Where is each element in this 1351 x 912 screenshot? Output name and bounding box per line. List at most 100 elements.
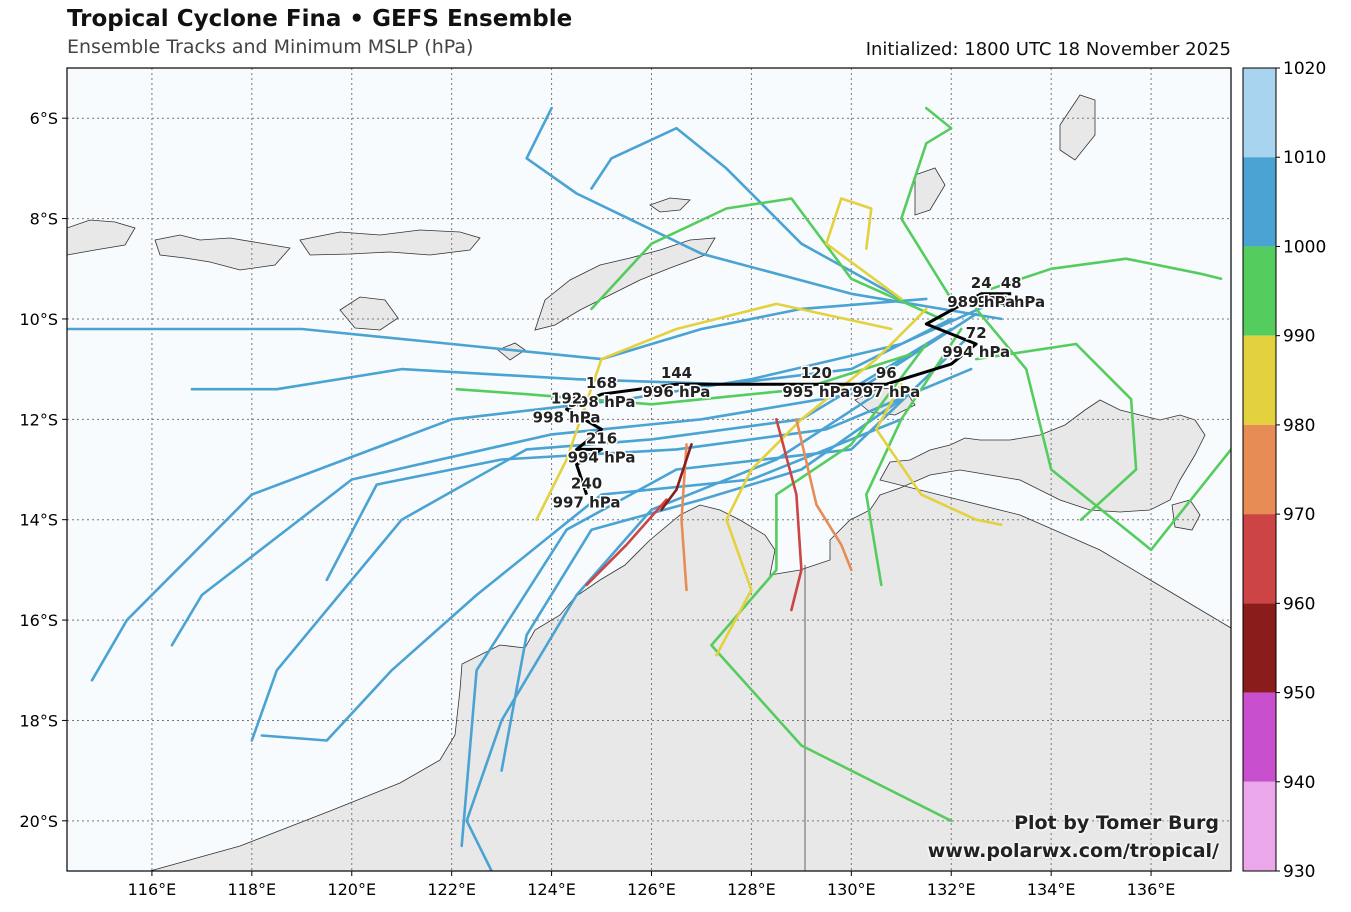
ensemble-member-track [535, 302, 893, 522]
y-tick-label: 8°S [30, 210, 58, 229]
colorbar-band [1243, 424, 1276, 515]
x-tick-label: 130°E [827, 880, 876, 899]
colorbar-frame [1242, 67, 1277, 872]
x-tick-label: 122°E [427, 880, 476, 899]
x-tick-label: 124°E [527, 880, 576, 899]
x-tick-label: 136°E [1127, 880, 1176, 899]
island-sumba [339, 296, 399, 331]
island-tanimbar [914, 167, 946, 216]
y-tick-label: 12°S [19, 410, 58, 429]
forecast-hour-label: 240 [571, 475, 602, 493]
plot-subtitle: Ensemble Tracks and Minimum MSLP (hPa) [67, 36, 474, 58]
colorbar-tick-label: 930 [1283, 862, 1315, 882]
colorbar-tick-label: 980 [1283, 416, 1315, 436]
ensemble-member-track [715, 307, 928, 657]
x-tick-label: 116°E [128, 880, 177, 899]
mslp-label: 994 hPa [568, 448, 636, 466]
y-tick-label: 16°S [19, 611, 58, 630]
forecast-hour-label: 120 [801, 364, 832, 382]
ensemble-member-track [864, 327, 963, 587]
colorbar-tick-label: 970 [1283, 505, 1315, 525]
forecast-hour-label: 48 [1001, 274, 1022, 292]
plot-frame [66, 67, 1232, 872]
mslp-label: 996 hPa [643, 383, 711, 401]
axis-ticks: 116°E 118°E 120°E 122°E 124°E 126°E 128°E 130°E… [19, 109, 1175, 899]
forecast-hour-label: 144 [661, 364, 692, 382]
australia-landmass [149, 399, 1231, 871]
ensemble-member-track [260, 417, 903, 742]
ensemble-member-track [680, 443, 688, 592]
colorbar-tick-label: 1010 [1283, 148, 1326, 168]
colorbar-tick-label: 990 [1283, 327, 1315, 347]
island-wetar [649, 197, 691, 213]
x-tick-label: 120°E [327, 880, 376, 899]
island-flores [299, 229, 481, 256]
colorbar-tick-label: 1020 [1283, 59, 1326, 79]
island-rote [497, 342, 526, 361]
forecast-hour-label: 72 [966, 324, 987, 342]
ensemble-member-track [874, 382, 1003, 527]
plot-title: Tropical Cyclone Fina • GEFS Ensemble [67, 6, 573, 32]
colorbar: 1020 1010 1000 990 980 970 960 950 940 930 [1242, 59, 1326, 882]
forecast-hour-label: 24 [971, 274, 992, 292]
ensemble-member-track [974, 307, 1231, 552]
y-tick-label: 10°S [19, 310, 58, 329]
colorbar-band [1243, 335, 1276, 425]
mslp-label: 997 hPa [553, 494, 621, 512]
ensemble-member-track [660, 443, 693, 512]
island-timor [534, 237, 716, 331]
mslp-label: 997 hPa [852, 383, 920, 401]
colorbar-band [1243, 157, 1276, 247]
land-layer [67, 94, 1231, 871]
ensemble-member-track [465, 392, 878, 871]
forecast-hour-label: 96 [876, 364, 897, 382]
ensemble-member-track [170, 312, 978, 647]
mslp-label: 994 hPa [942, 343, 1010, 361]
ensemble-member-track [590, 197, 943, 321]
ensemble-member-track [585, 498, 668, 587]
y-tick-label: 18°S [19, 711, 58, 730]
island-groote [1171, 499, 1201, 531]
mslp-label: 994 hPa [977, 293, 1045, 311]
colorbar-tick-label: 940 [1283, 773, 1315, 793]
ensemble-member-track [325, 367, 973, 582]
forecast-hour-label: 216 [586, 429, 617, 447]
initialized-time: Initialized: 1800 UTC 18 November 2025 [865, 39, 1231, 60]
mslp-label: 989 hPa [947, 293, 1015, 311]
colorbar-band [1243, 692, 1276, 782]
ensemble-member-track [500, 397, 903, 772]
x-tick-label: 126°E [627, 880, 676, 899]
island-aru [1059, 94, 1096, 161]
colorbar-band [1243, 514, 1276, 604]
x-tick-label: 118°E [228, 880, 277, 899]
y-tick-label: 6°S [30, 109, 58, 128]
x-tick-label: 128°E [727, 880, 776, 899]
colorbar-band [1243, 246, 1276, 336]
x-tick-label: 134°E [1027, 880, 1076, 899]
forecast-hour-label: 168 [586, 374, 617, 392]
y-tick-label: 20°S [19, 812, 58, 831]
x-tick-label: 132°E [927, 880, 976, 899]
ensemble-member-track [824, 197, 903, 301]
island-sumbawa [154, 234, 291, 271]
ensemble-member-track [989, 257, 1223, 291]
ensemble-member-track [190, 317, 953, 391]
colorbar-tick-label: 960 [1283, 594, 1315, 614]
ensemble-member-track [710, 342, 953, 823]
forecast-hour-label: 192 [551, 389, 582, 407]
colorbar-band [1243, 68, 1276, 158]
mean-track-line [565, 292, 1012, 496]
credit-url: www.polarwx.com/tropical/ [927, 840, 1219, 862]
ensemble-member-track [590, 126, 903, 301]
ensemble-member-track [795, 417, 853, 572]
colorbar-tick-label: 1000 [1283, 237, 1326, 257]
ensemble-member-track [455, 352, 913, 406]
ensemble-member-track [899, 106, 953, 301]
mslp-label: 995 hPa [782, 383, 850, 401]
island-lombok [67, 219, 136, 256]
mslp-label: 998 hPa [568, 393, 636, 411]
ensemble-member-track [974, 342, 1138, 522]
colorbar-tick-label: 950 [1283, 684, 1315, 704]
colorbar-band [1243, 781, 1276, 871]
